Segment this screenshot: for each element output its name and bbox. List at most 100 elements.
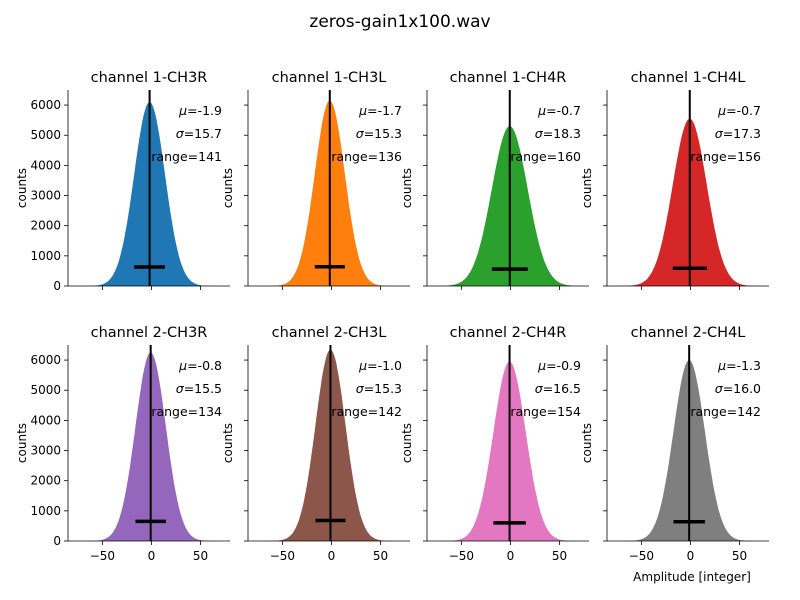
y-tick-label: 3000 xyxy=(30,444,61,458)
sigma-annotation: σ=16.5 xyxy=(535,381,581,396)
mu-symbol: μ xyxy=(358,103,367,118)
mu-value: =-1.3 xyxy=(726,358,761,373)
x-tick-label: 50 xyxy=(552,549,567,563)
subplot-title: channel 1-CH4R xyxy=(450,70,567,86)
mu-value: =-1.0 xyxy=(367,358,402,373)
x-tick-label: −50 xyxy=(90,549,115,563)
x-tick-label: 50 xyxy=(732,549,747,563)
x-tick-label: −50 xyxy=(270,549,295,563)
y-tick-label: 5000 xyxy=(30,383,61,397)
subplot-title: channel 1-CH4L xyxy=(631,70,746,86)
y-axis-label: counts xyxy=(580,168,594,208)
distribution-area xyxy=(252,100,410,286)
x-tick-label: −50 xyxy=(629,549,654,563)
range-annotation: range=142 xyxy=(690,404,761,419)
subplot-title: channel 2-CH3R xyxy=(91,325,208,341)
subplot-title: channel 2-CH3L xyxy=(272,325,387,341)
subplot: 0 1000 2000 3000 4000 5000 6000 channel 1-CH3R μ… xyxy=(15,70,231,293)
mu-value: =-1.9 xyxy=(187,103,222,118)
mu-annotation: μ=-0.7 xyxy=(537,103,581,118)
mu-annotation: μ=-1.7 xyxy=(358,103,402,118)
y-tick-label: 3000 xyxy=(30,189,61,203)
mu-annotation: μ=-0.9 xyxy=(537,358,581,373)
sigma-symbol: σ xyxy=(535,126,544,141)
y-axis-label: counts xyxy=(221,423,235,463)
mu-symbol: μ xyxy=(358,358,367,373)
sigma-value: =17.3 xyxy=(723,126,761,141)
mu-symbol: μ xyxy=(537,358,546,373)
sigma-symbol: σ xyxy=(356,381,365,396)
mu-annotation: μ=-0.8 xyxy=(178,358,222,373)
subplot: channel 1-CH4Rμ=-0.7σ=18.3range=160count… xyxy=(400,70,589,290)
sigma-symbol: σ xyxy=(176,381,185,396)
y-tick-label: 1000 xyxy=(30,249,61,263)
y-tick-label: 1000 xyxy=(30,504,61,518)
mu-annotation: μ=-1.3 xyxy=(717,358,761,373)
mu-symbol: μ xyxy=(717,358,726,373)
mu-value: =-0.9 xyxy=(546,358,581,373)
figure-title: zeros-gain1x100.wav xyxy=(309,12,490,32)
range-annotation: range=160 xyxy=(510,149,581,164)
subplot-title: channel 2-CH4L xyxy=(631,325,746,341)
range-annotation: range=154 xyxy=(510,404,581,419)
distribution-area xyxy=(72,102,231,286)
mu-value: =-0.8 xyxy=(187,358,222,373)
sigma-symbol: σ xyxy=(176,126,185,141)
sigma-annotation: σ=15.5 xyxy=(176,381,222,396)
x-tick-label: 0 xyxy=(687,549,695,563)
y-axis-label: counts xyxy=(580,423,594,463)
sigma-annotation: σ=15.7 xyxy=(176,126,222,141)
y-tick-label: 0 xyxy=(53,279,61,293)
sigma-value: =15.3 xyxy=(364,126,402,141)
x-tick-label: −50 xyxy=(449,549,474,563)
y-axis-label: counts xyxy=(221,168,235,208)
subplot-title: channel 1-CH3R xyxy=(91,70,208,86)
y-tick-label: 4000 xyxy=(30,158,61,172)
sigma-value: =18.3 xyxy=(543,126,581,141)
subplot: channel 1-CH3Lμ=-1.7σ=15.3range=136count… xyxy=(221,70,410,290)
x-tick-label: 0 xyxy=(507,549,515,563)
range-annotation: range=134 xyxy=(151,404,222,419)
x-axis-label: Amplitude [integer] xyxy=(633,570,751,584)
sigma-symbol: σ xyxy=(356,126,365,141)
sigma-annotation: σ=15.3 xyxy=(356,126,402,141)
sigma-value: =16.5 xyxy=(543,381,581,396)
y-tick-label: 6000 xyxy=(30,98,61,112)
range-annotation: range=142 xyxy=(331,404,402,419)
y-tick-label: 5000 xyxy=(30,128,61,142)
sigma-annotation: σ=17.3 xyxy=(715,126,761,141)
mu-symbol: μ xyxy=(537,103,546,118)
x-tick-label: 0 xyxy=(148,549,156,563)
mu-annotation: μ=-1.0 xyxy=(358,358,402,373)
sigma-annotation: σ=15.3 xyxy=(356,381,402,396)
mu-annotation: μ=-1.9 xyxy=(178,103,222,118)
mu-symbol: μ xyxy=(717,103,726,118)
mu-symbol: μ xyxy=(178,358,187,373)
y-tick-label: 6000 xyxy=(30,353,61,367)
mu-symbol: μ xyxy=(178,103,187,118)
subplot: 0 1000 2000 3000 4000 5000 6000 −50 0 50 channel 2… xyxy=(15,325,231,563)
mu-annotation: μ=-0.7 xyxy=(717,103,761,118)
y-axis-label: counts xyxy=(15,423,29,463)
x-tick-label: 0 xyxy=(328,549,336,563)
mu-value: =-0.7 xyxy=(726,103,761,118)
sigma-symbol: σ xyxy=(715,381,724,396)
sigma-symbol: σ xyxy=(535,381,544,396)
sigma-value: =15.5 xyxy=(184,381,222,396)
mu-value: =-0.7 xyxy=(546,103,581,118)
range-annotation: range=136 xyxy=(331,149,402,164)
sigma-symbol: σ xyxy=(715,126,724,141)
distribution-area xyxy=(611,360,769,541)
sigma-annotation: σ=18.3 xyxy=(535,126,581,141)
sigma-value: =15.3 xyxy=(364,381,402,396)
y-axis-label: counts xyxy=(400,423,414,463)
range-annotation: range=156 xyxy=(690,149,761,164)
y-axis-label: counts xyxy=(400,168,414,208)
y-axis-label: counts xyxy=(15,168,29,208)
y-tick-label: 0 xyxy=(53,534,61,548)
y-tick-label: 2000 xyxy=(30,474,61,488)
